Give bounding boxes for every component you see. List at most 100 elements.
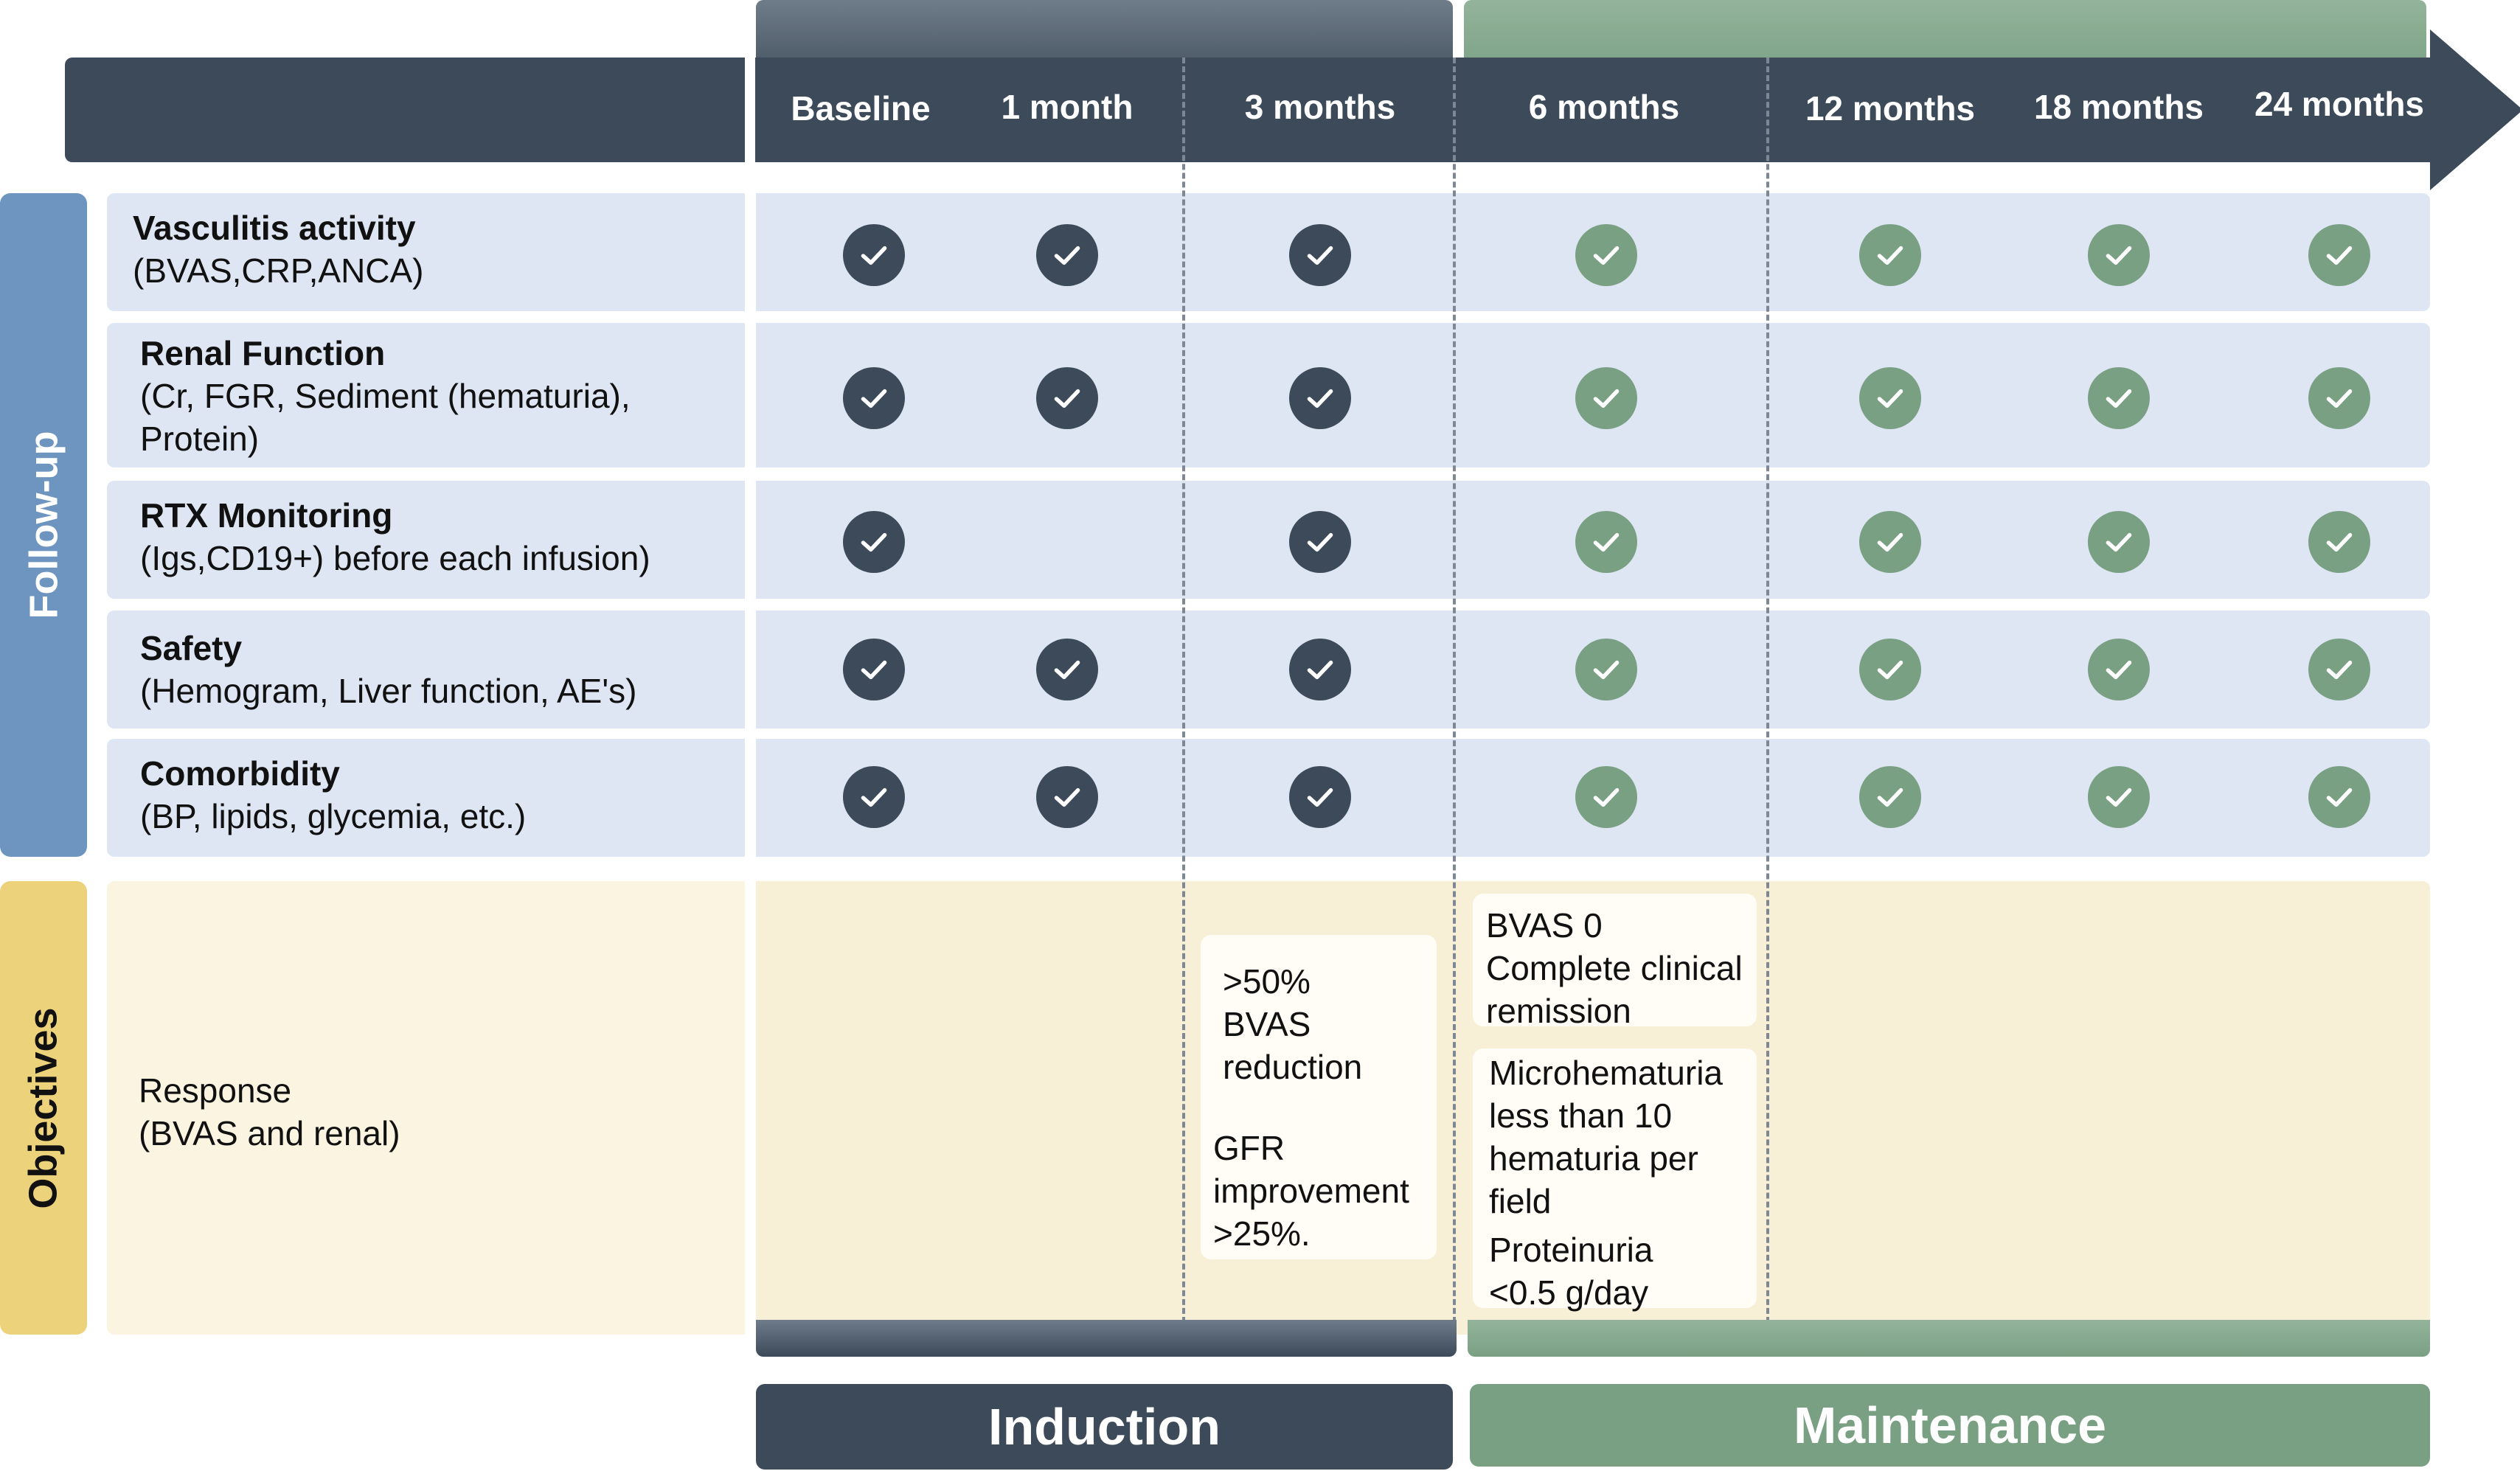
check-icon — [1289, 766, 1351, 828]
row-label-renal: Renal Function (Cr, FGR, Sediment (hemat… — [140, 332, 631, 460]
check-icon — [1036, 766, 1098, 828]
check-icon — [2308, 367, 2370, 429]
timeline-arrow-head — [2430, 29, 2520, 190]
note-line: Proteinuria — [1489, 1231, 1653, 1269]
check-icon — [2308, 511, 2370, 573]
row-title: Renal Function — [140, 334, 386, 372]
note-line: GFR — [1213, 1129, 1285, 1167]
check-icon — [1859, 367, 1921, 429]
follow-up-label: Follow-up — [21, 431, 66, 619]
row-bg-rtx-label — [107, 481, 745, 599]
check-icon — [1575, 367, 1637, 429]
maintenance-text: Maintenance — [1794, 1397, 2106, 1454]
induction-phase-label: Induction — [756, 1384, 1453, 1470]
check-icon — [1289, 639, 1351, 700]
check-icon — [2308, 224, 2370, 286]
check-icon — [843, 766, 905, 828]
induction-text: Induction — [988, 1398, 1221, 1456]
check-icon — [1575, 224, 1637, 286]
note-line: field — [1489, 1182, 1552, 1220]
row-title: Vasculitis activity — [133, 209, 416, 247]
maintenance-objective-note: Microhematuria less than 10 hematuria pe… — [1473, 1049, 1757, 1312]
timepoint-12-months: 12 months — [1805, 89, 1976, 128]
divider-induction-maintenance — [1453, 58, 1456, 1340]
row-desc: (Hemogram, Liver function, AE's) — [140, 672, 637, 710]
row-label-comorbidity: Comorbidity (BP, lipids, glycemia, etc.) — [140, 752, 526, 838]
check-icon — [2088, 367, 2150, 429]
note-line: remission — [1486, 992, 1631, 1030]
note-line: <0.5 g/day — [1489, 1273, 1649, 1312]
induction-bottom-band — [756, 1320, 1457, 1357]
check-icon — [2088, 766, 2150, 828]
follow-up-tab: Follow-up — [0, 193, 87, 857]
row-bg-safety-label — [107, 611, 745, 728]
row-label-safety: Safety (Hemogram, Liver function, AE's) — [140, 627, 636, 712]
row-bg-vasculitis-label — [107, 193, 745, 311]
row-desc: (BP, lipids, glycemia, etc.) — [140, 797, 527, 835]
row-label-vasculitis: Vasculitis activity (BVAS,CRP,ANCA) — [133, 206, 424, 292]
check-icon — [843, 511, 905, 573]
timepoint-18-months: 18 months — [2033, 88, 2204, 126]
maintenance-bottom-band — [1468, 1320, 2430, 1357]
timepoint-3-months: 3 months — [1244, 88, 1396, 126]
check-icon — [1036, 639, 1098, 700]
check-icon — [1575, 511, 1637, 573]
note-line: >25%. — [1213, 1214, 1311, 1253]
check-icon — [1036, 224, 1098, 286]
row-title: RTX Monitoring — [140, 496, 393, 535]
timepoint-baseline: Baseline — [791, 89, 931, 128]
remission-objective-note: BVAS 0 Complete clinical remission — [1473, 894, 1757, 1030]
check-icon — [1289, 224, 1351, 286]
timeline-arrow — [65, 58, 2434, 162]
row-label-rtx: RTX Monitoring (Igs,CD19+) before each i… — [140, 494, 650, 580]
note-line: Microhematuria — [1489, 1054, 1723, 1092]
check-icon — [2088, 639, 2150, 700]
divider-1-3-months — [1182, 58, 1185, 1340]
note-line: hematuria per — [1489, 1139, 1698, 1178]
note-line: less than 10 — [1489, 1096, 1673, 1135]
row-title: Comorbidity — [140, 754, 340, 793]
row-title: Safety — [140, 629, 243, 667]
check-icon — [1575, 766, 1637, 828]
note-line: improvement — [1213, 1172, 1409, 1210]
header-divider — [745, 58, 755, 162]
check-icon — [1575, 639, 1637, 700]
check-icon — [1859, 766, 1921, 828]
check-icon — [2088, 224, 2150, 286]
objectives-tab: Objectives — [0, 881, 87, 1335]
check-icon — [843, 224, 905, 286]
divider-6-12-months — [1766, 58, 1769, 1340]
row-bg-renal-label — [107, 323, 745, 467]
check-icon — [843, 367, 905, 429]
note-line: BVAS — [1223, 1005, 1311, 1043]
objectives-label-bg — [107, 881, 745, 1335]
row-desc-cont: Protein) — [140, 420, 260, 458]
objective-label-line2: (BVAS and renal) — [139, 1114, 400, 1152]
row-desc: (BVAS,CRP,ANCA) — [133, 251, 424, 290]
check-icon — [1859, 224, 1921, 286]
check-icon — [2308, 639, 2370, 700]
objective-label-line1: Response — [139, 1071, 292, 1110]
objective-label: Response (BVAS and renal) — [139, 1069, 400, 1155]
note-line: >50% — [1223, 962, 1311, 1001]
maintenance-phase-label: Maintenance — [1470, 1384, 2430, 1467]
check-icon — [2308, 766, 2370, 828]
check-icon — [1859, 639, 1921, 700]
note-line: BVAS 0 — [1486, 906, 1603, 945]
check-icon — [1289, 511, 1351, 573]
check-icon — [2088, 511, 2150, 573]
row-bg-comorbidity-label — [107, 739, 745, 857]
row-desc: (Igs,CD19+) before each infusion) — [140, 539, 650, 577]
row-desc: (Cr, FGR, Sediment (hematuria), — [140, 377, 631, 415]
timepoint-6-months: 6 months — [1528, 88, 1680, 126]
timepoint-24-months: 24 months — [2254, 85, 2425, 123]
note-line: Complete clinical — [1486, 949, 1743, 987]
induction-objective-note: >50% BVAS reduction GFR improvement >25%… — [1201, 935, 1437, 1259]
objectives-label: Objectives — [21, 1006, 66, 1209]
check-icon — [843, 639, 905, 700]
check-icon — [1036, 367, 1098, 429]
timepoint-1-month: 1 month — [1001, 88, 1134, 126]
note-line: reduction — [1223, 1048, 1363, 1086]
check-icon — [1289, 367, 1351, 429]
check-icon — [1859, 511, 1921, 573]
